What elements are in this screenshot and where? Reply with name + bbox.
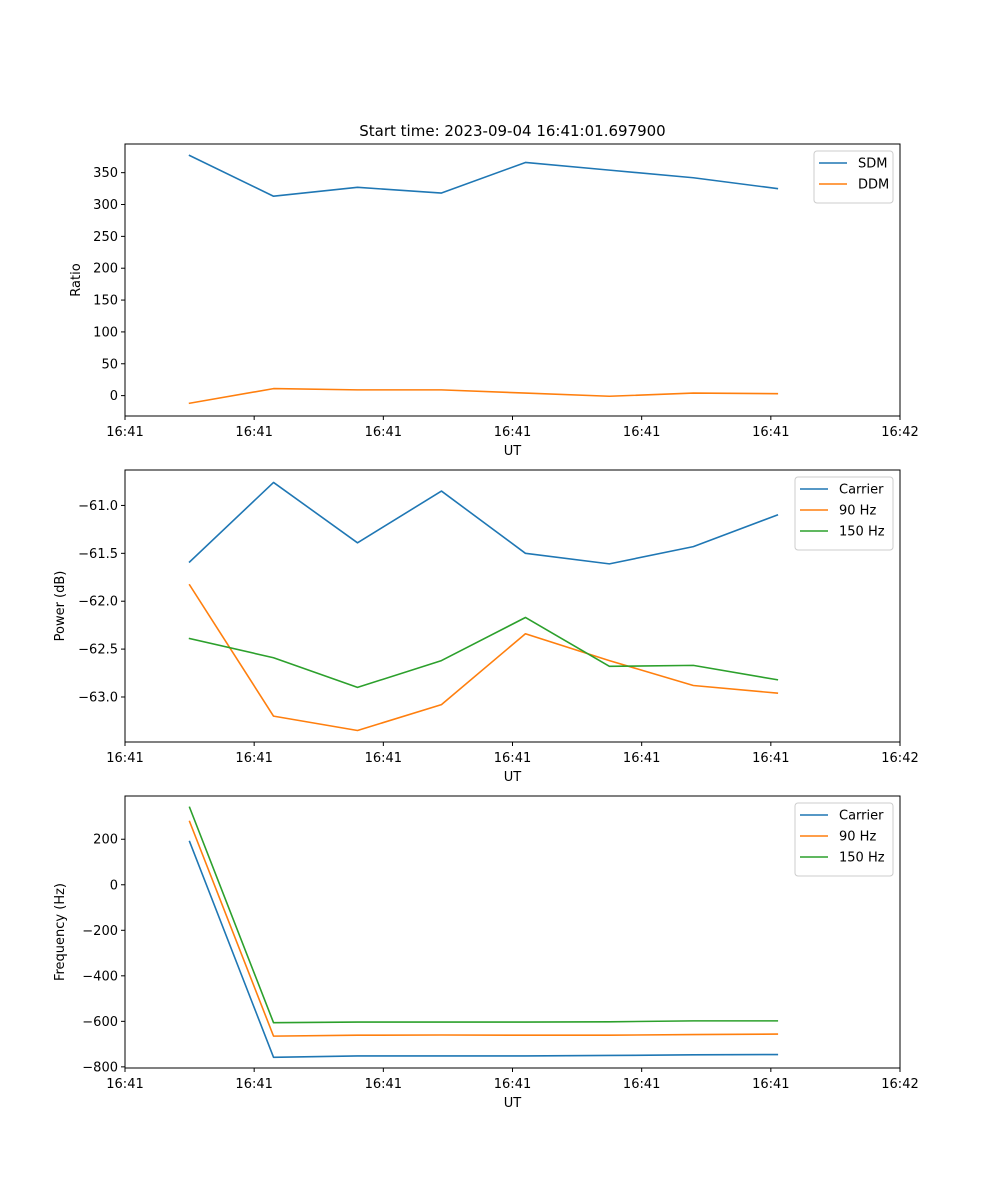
legend-label: 90 Hz [839, 830, 876, 845]
x-tick-label: 16:42 [881, 1077, 918, 1092]
x-tick-label: 16:42 [881, 425, 918, 440]
x-tick-label: 16:42 [881, 751, 918, 766]
y-axis-label: Power (dB) [53, 571, 68, 642]
legend-label: SDM [858, 157, 887, 172]
chart-panel-1: 16:41 16:41 16:41 16:41 16:41 16:41 16:42 0 50 10… [69, 122, 919, 459]
legend: Carrier 90 Hz 150 Hz [794, 476, 894, 551]
series-line-150-hz [188, 616, 779, 689]
x-tick-label: 16:41 [752, 751, 789, 766]
y-tick-label: 100 [93, 325, 118, 340]
x-axis-label: UT [504, 770, 522, 785]
y-tick-label: −61.5 [78, 547, 118, 562]
chart-panel-3: 16:41 16:41 16:41 16:41 16:41 16:41 16:42 −800 −… [53, 795, 919, 1111]
x-tick-label: 16:41 [494, 1077, 531, 1092]
x-tick-label: 16:41 [752, 1077, 789, 1092]
y-tick-label: −61.0 [78, 499, 118, 514]
legend: Carrier 90 Hz 150 Hz [794, 802, 894, 877]
x-tick-label: 16:41 [235, 1077, 272, 1092]
y-tick-label: 150 [93, 294, 118, 309]
legend-label: Carrier [839, 809, 884, 824]
y-tick-label: 200 [93, 262, 118, 277]
series-line-carrier [188, 840, 779, 1059]
x-axis-label: UT [504, 1096, 522, 1111]
x-tick-label: 16:41 [106, 751, 143, 766]
x-tick-label: 16:41 [752, 425, 789, 440]
x-tick-label: 16:41 [623, 425, 660, 440]
legend: SDM DDM [813, 150, 894, 204]
y-tick-label: −63.0 [78, 690, 118, 705]
x-tick-label: 16:41 [365, 751, 402, 766]
y-tick-label: 50 [101, 357, 118, 372]
y-tick-label: 0 [110, 389, 118, 404]
x-tick-label: 16:41 [623, 751, 660, 766]
x-tick-label: 16:41 [235, 751, 272, 766]
series-line-sdm [188, 154, 779, 198]
legend-label: Carrier [839, 483, 884, 498]
series-line-150-hz [188, 806, 779, 1024]
legend-label: 150 Hz [839, 851, 885, 866]
legend-label: 90 Hz [839, 504, 876, 519]
x-tick-label: 16:41 [494, 751, 531, 766]
y-tick-label: −400 [82, 969, 118, 984]
y-axis-label: Frequency (Hz) [53, 883, 68, 981]
x-tick-label: 16:41 [365, 1077, 402, 1092]
x-tick-label: 16:41 [106, 425, 143, 440]
y-tick-label: 350 [93, 166, 118, 181]
chart-panel-2: 16:41 16:41 16:41 16:41 16:41 16:41 16:42 −63.0… [53, 469, 919, 785]
x-tick-label: 16:41 [106, 1077, 143, 1092]
y-tick-label: 300 [93, 198, 118, 213]
series-line-90-hz [188, 583, 779, 732]
x-tick-label: 16:41 [623, 1077, 660, 1092]
x-tick-label: 16:41 [235, 425, 272, 440]
y-tick-label: −62.0 [78, 595, 118, 610]
x-tick-label: 16:41 [494, 425, 531, 440]
x-tick-label: 16:41 [365, 425, 402, 440]
legend-box [813, 150, 894, 204]
series-line-90-hz [188, 820, 779, 1037]
y-tick-label: −800 [82, 1060, 118, 1075]
series-line-ddm [188, 387, 779, 405]
y-tick-label: 0 [110, 878, 118, 893]
y-axis-label: Ratio [69, 263, 84, 296]
chart-title: Start time: 2023-09-04 16:41:01.697900 [359, 122, 665, 140]
x-axis-label: UT [504, 444, 522, 459]
y-tick-label: 200 [93, 833, 118, 848]
legend-label: DDM [858, 178, 889, 193]
series-line-carrier [188, 481, 779, 565]
y-tick-label: −62.5 [78, 643, 118, 658]
y-tick-label: −200 [82, 924, 118, 939]
y-tick-label: 250 [93, 230, 118, 245]
legend-label: 150 Hz [839, 525, 885, 540]
y-tick-label: −600 [82, 1015, 118, 1030]
